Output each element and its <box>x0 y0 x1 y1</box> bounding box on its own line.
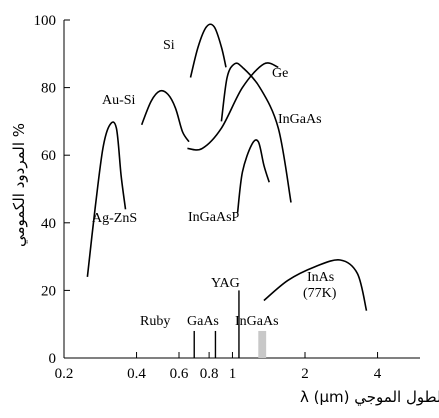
label-ingaas-band: InGaAs <box>235 314 279 329</box>
x-tick-label: 0.4 <box>127 366 146 382</box>
label-gaas: GaAs <box>187 314 219 329</box>
x-tick-label: 2 <box>301 366 309 382</box>
y-tick-label: 40 <box>41 216 56 232</box>
label-ruby: Ruby <box>140 314 170 329</box>
series-ge-line <box>187 62 279 151</box>
x-tick-label: 1 <box>229 366 237 382</box>
label-inas-77k: (77K) <box>303 286 337 301</box>
band-ingaas <box>258 330 267 358</box>
y-axis-title: % المردود الكمومي <box>10 123 29 247</box>
label-ingaas-curve: InGaAs <box>278 112 322 127</box>
label-ge: Ge <box>272 66 288 81</box>
y-tick-label: 60 <box>41 148 56 164</box>
x-tick-label: 0.2 <box>55 366 74 382</box>
x-tick-label: 0.6 <box>170 366 189 382</box>
axes <box>63 20 420 359</box>
y-ticks: 0 20 40 60 80 100 <box>34 13 70 367</box>
label-ingaasp: InGaAsP <box>188 210 240 225</box>
label-si: Si <box>163 38 175 53</box>
label-au-si: Au-Si <box>102 93 136 108</box>
curves <box>86 23 368 311</box>
series-au-si-line <box>140 89 190 143</box>
markers <box>193 290 267 358</box>
series-ag-zns-line <box>86 121 127 277</box>
x-tick-label: 4 <box>374 366 382 382</box>
label-inas: InAs <box>307 270 334 285</box>
y-tick-label: 20 <box>41 283 56 299</box>
y-tick-label: 0 <box>49 351 57 367</box>
series-ingaasp-line <box>236 139 270 213</box>
y-tick-label: 100 <box>34 13 57 29</box>
label-yag: YAG <box>211 276 240 291</box>
label-ag-zns: Ag-ZnS <box>92 211 137 226</box>
y-tick-label: 80 <box>41 81 56 97</box>
series-si-line <box>189 23 227 78</box>
series-ingaas-line <box>220 62 292 203</box>
x-ticks: 0.2 0.4 0.6 0.8 1 2 4 <box>55 352 382 382</box>
series-inas-77k-line <box>263 259 368 311</box>
x-tick-label: 0.8 <box>200 366 219 382</box>
x-axis-title: الطول الموجي λ (μm) <box>300 388 439 407</box>
